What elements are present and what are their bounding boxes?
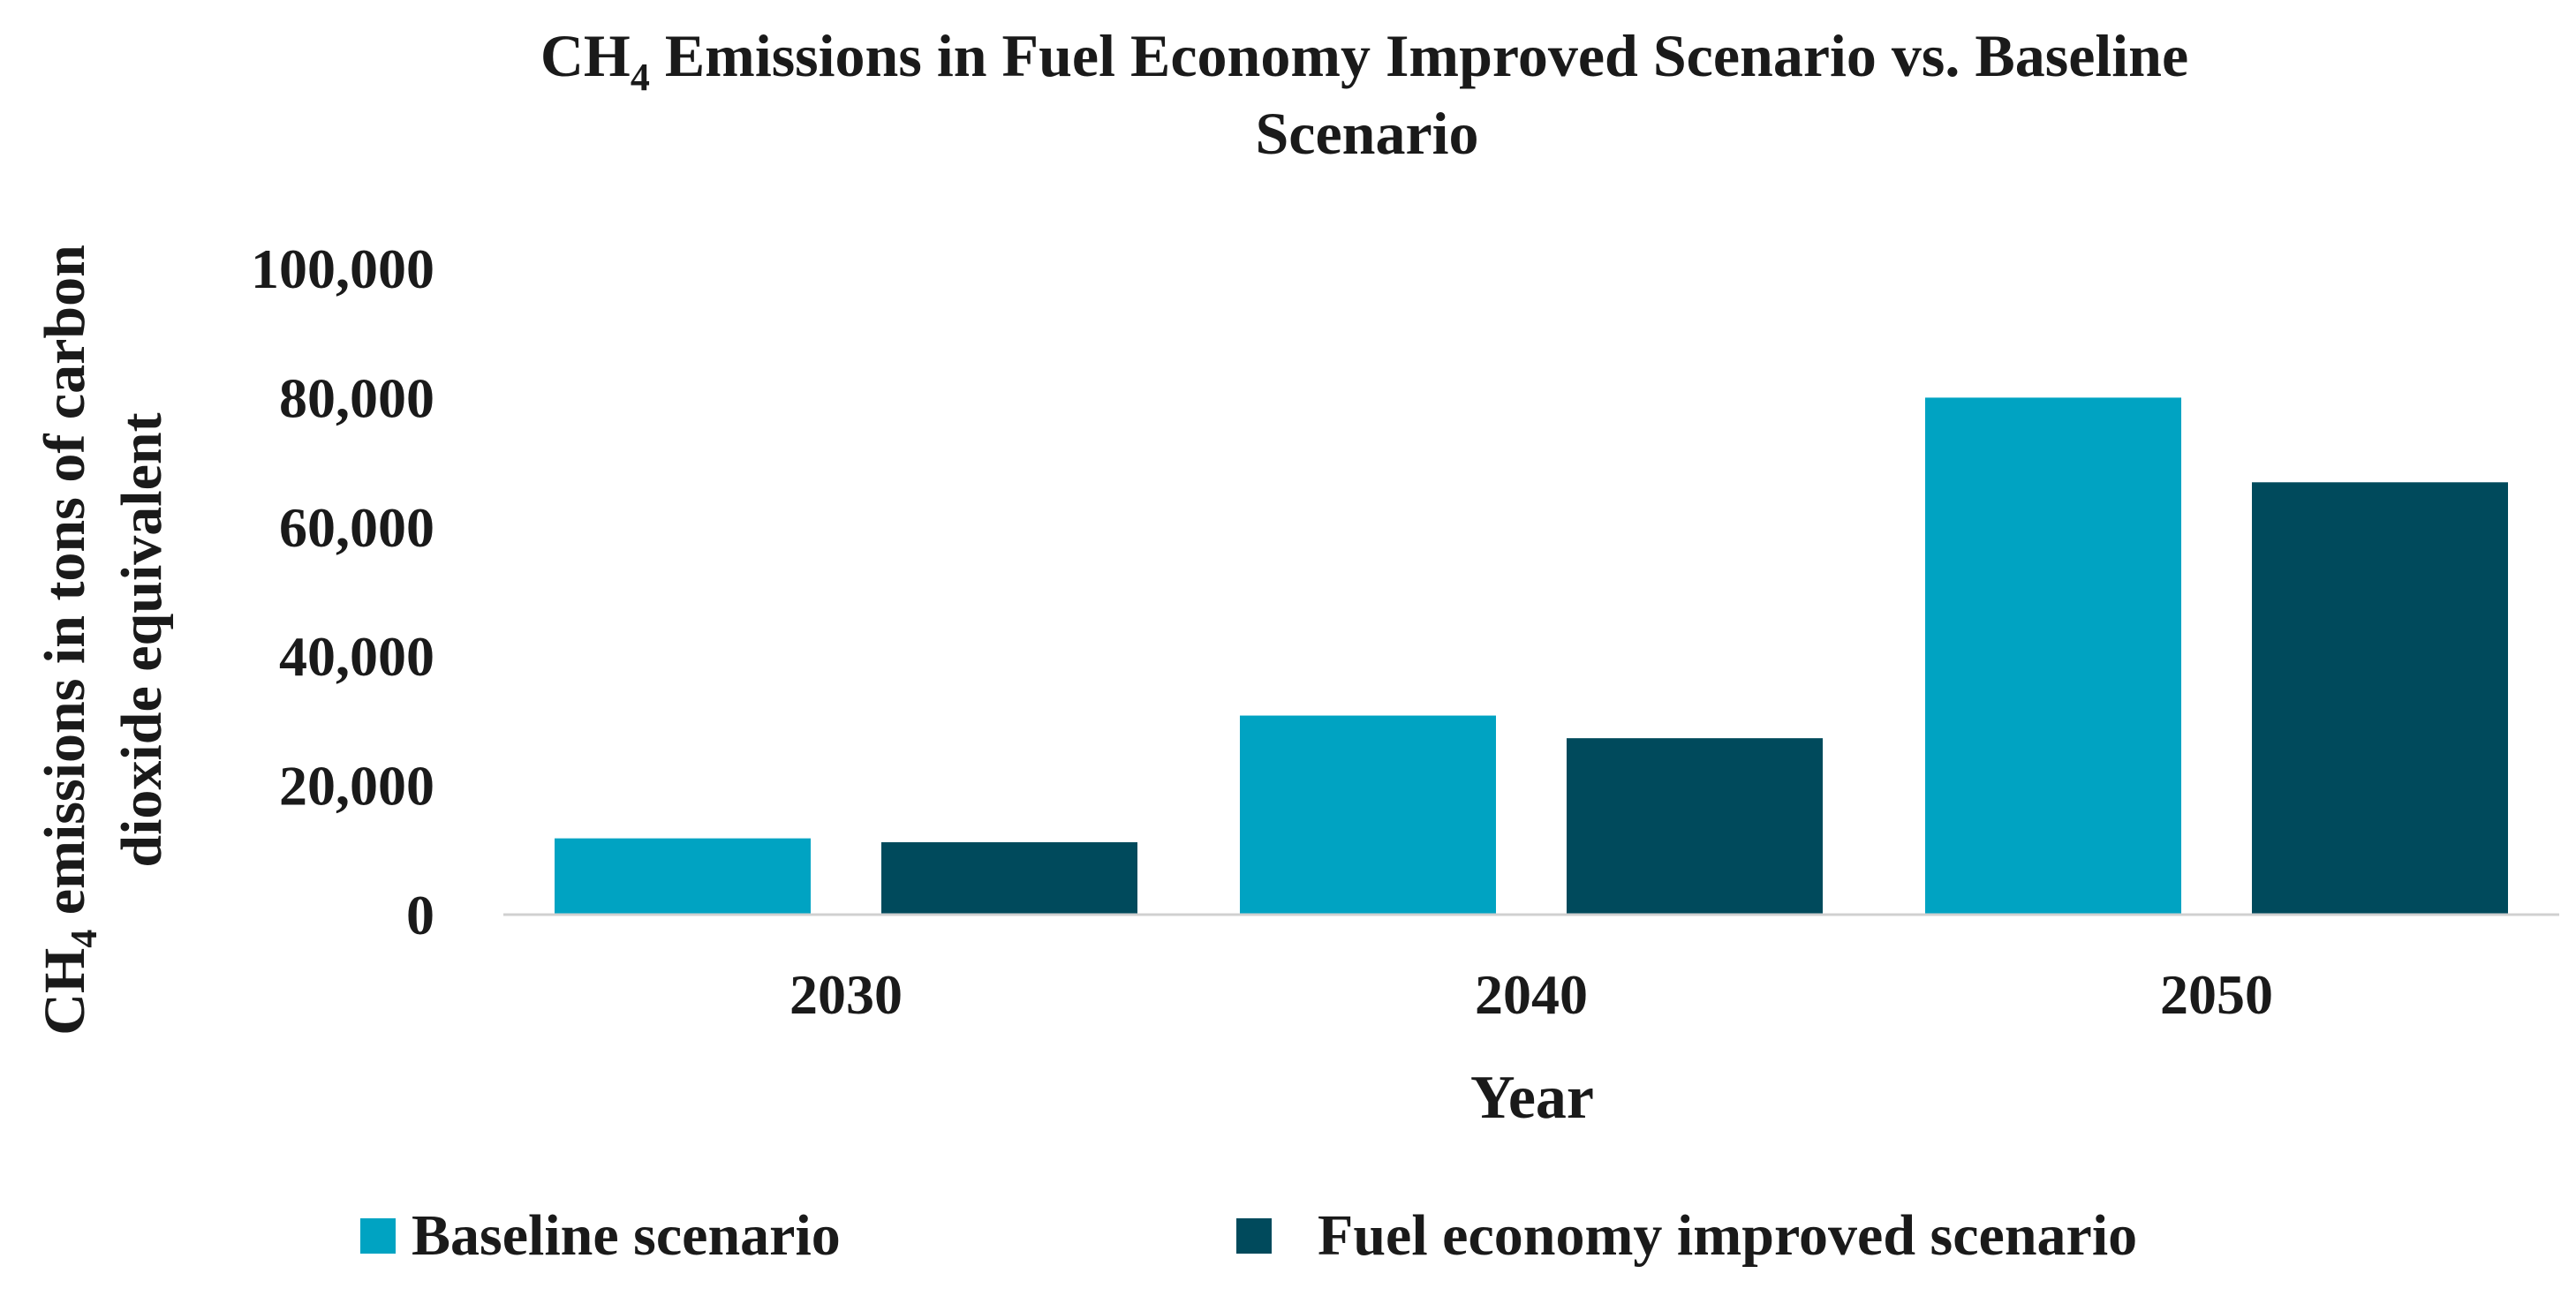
legend: Baseline scenario Fuel economy improved …	[360, 1203, 2137, 1268]
chart-title-line1: CH4 Emissions in Fuel Economy Improved S…	[540, 22, 2188, 99]
bar-baseline-scenario-2030[interactable]	[555, 838, 811, 915]
legend-swatch-baseline	[360, 1218, 396, 1254]
y-axis-label: CH4 emissions in tons of carbon dioxide …	[33, 245, 174, 1036]
chart-title-line2: Scenario	[1255, 100, 1478, 167]
legend-swatch-fuel-economy	[1236, 1218, 1272, 1254]
y-axis-label-line1: CH4 emissions in tons of carbon	[33, 245, 105, 1036]
x-tick-labels: 2030 2040 2050	[789, 963, 2273, 1026]
chart-title-prefix: CH	[540, 22, 631, 89]
y-axis-label-prefix: CH	[33, 948, 97, 1036]
y-axis-label-rest: emissions in tons of carbon	[33, 245, 97, 930]
y-tick-label: 100,000	[251, 237, 434, 300]
y-tick-label: 0	[406, 884, 434, 946]
y-axis-label-line2: dioxide equivalent	[110, 412, 174, 867]
legend-item-fuel-economy[interactable]: Fuel economy improved scenario	[1236, 1203, 2137, 1268]
legend-label-baseline: Baseline scenario	[412, 1203, 841, 1268]
y-tick-label: 60,000	[279, 496, 434, 559]
bars	[555, 397, 2508, 915]
chart-title-rest: Emissions in Fuel Economy Improved Scena…	[650, 22, 2188, 89]
bar-baseline-scenario-2040[interactable]	[1240, 715, 1496, 915]
x-tick-label-2040: 2040	[1475, 963, 1588, 1026]
bar-fuel-economy-improved-scenario-2050[interactable]	[2252, 482, 2508, 915]
legend-label-fuel-economy: Fuel economy improved scenario	[1318, 1203, 2137, 1268]
x-axis-label: Year	[1470, 1064, 1594, 1132]
y-tick-label: 40,000	[279, 625, 434, 688]
legend-item-baseline[interactable]: Baseline scenario	[360, 1203, 841, 1268]
bar-fuel-economy-improved-scenario-2040[interactable]	[1567, 738, 1823, 915]
y-tick-labels: 0 20,000 40,000 60,000 80,000 100,000	[251, 237, 434, 946]
y-tick-label: 80,000	[279, 366, 434, 429]
x-tick-label-2050: 2050	[2160, 963, 2273, 1026]
bar-baseline-scenario-2050[interactable]	[1925, 397, 2181, 915]
chart-title-subscript: 4	[631, 56, 650, 99]
y-axis-label-subscript: 4	[64, 930, 105, 948]
x-tick-label-2030: 2030	[789, 963, 903, 1026]
bar-fuel-economy-improved-scenario-2030[interactable]	[881, 842, 1137, 915]
y-tick-label: 20,000	[279, 755, 434, 818]
